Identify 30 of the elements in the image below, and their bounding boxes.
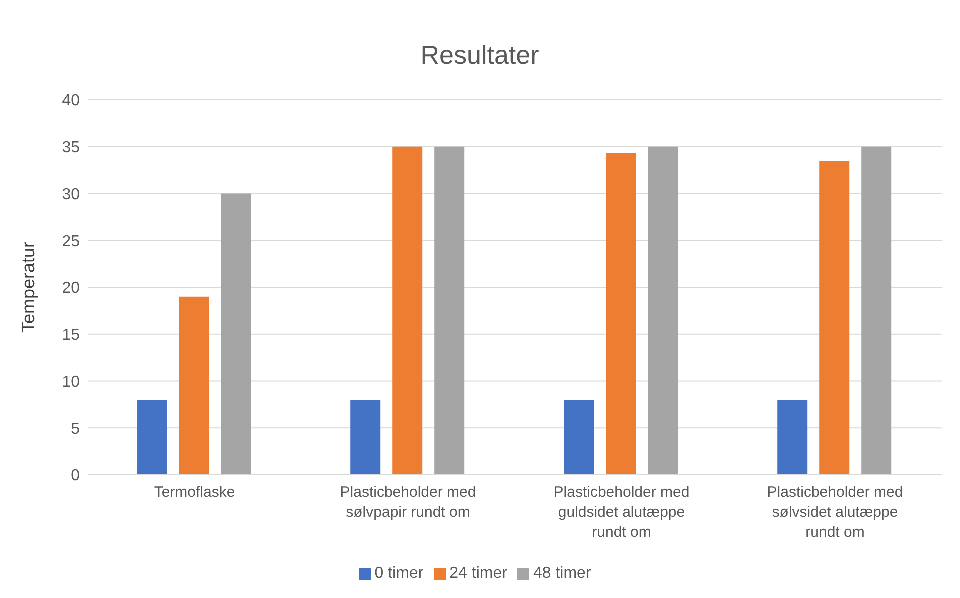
chart-title: Resultater [420,39,540,72]
legend-label: 24 timer [450,565,508,582]
bar [350,400,381,475]
y-tick-label: 30 [62,186,80,204]
bar [137,400,168,475]
bar [221,194,252,475]
y-tick-label: 5 [71,420,80,438]
bar [820,160,850,475]
legend-label: 48 timer [533,565,592,582]
x-tick-label: Termoflaske [154,484,236,501]
y-tick-label: 15 [62,327,80,344]
bar [648,146,678,475]
y-tick-label: 25 [62,233,80,250]
y-tick-label: 35 [62,140,80,157]
bar [778,400,808,475]
y-tick-label: 20 [62,280,80,298]
bar [606,153,636,475]
y-tick-label: 10 [62,374,80,391]
bar [434,146,465,475]
x-tick-label: Plasticbeholder med guldsidet alutæppe rundt om [554,484,690,541]
x-tick-label: Plasticbeholder med sølvsidet alutæppe rundt om [767,484,904,541]
x-tick-label: Plasticbeholder med sølvpapir rundt om [340,484,476,521]
y-tick-label: 0 [71,468,80,485]
legend-label: 0 timer [374,565,424,582]
y-tick-label: 40 [62,92,80,110]
bar [179,296,210,475]
y-axis-title: Temperatur [18,242,38,334]
bar [392,146,423,475]
bar [564,400,594,475]
bar [862,146,892,475]
